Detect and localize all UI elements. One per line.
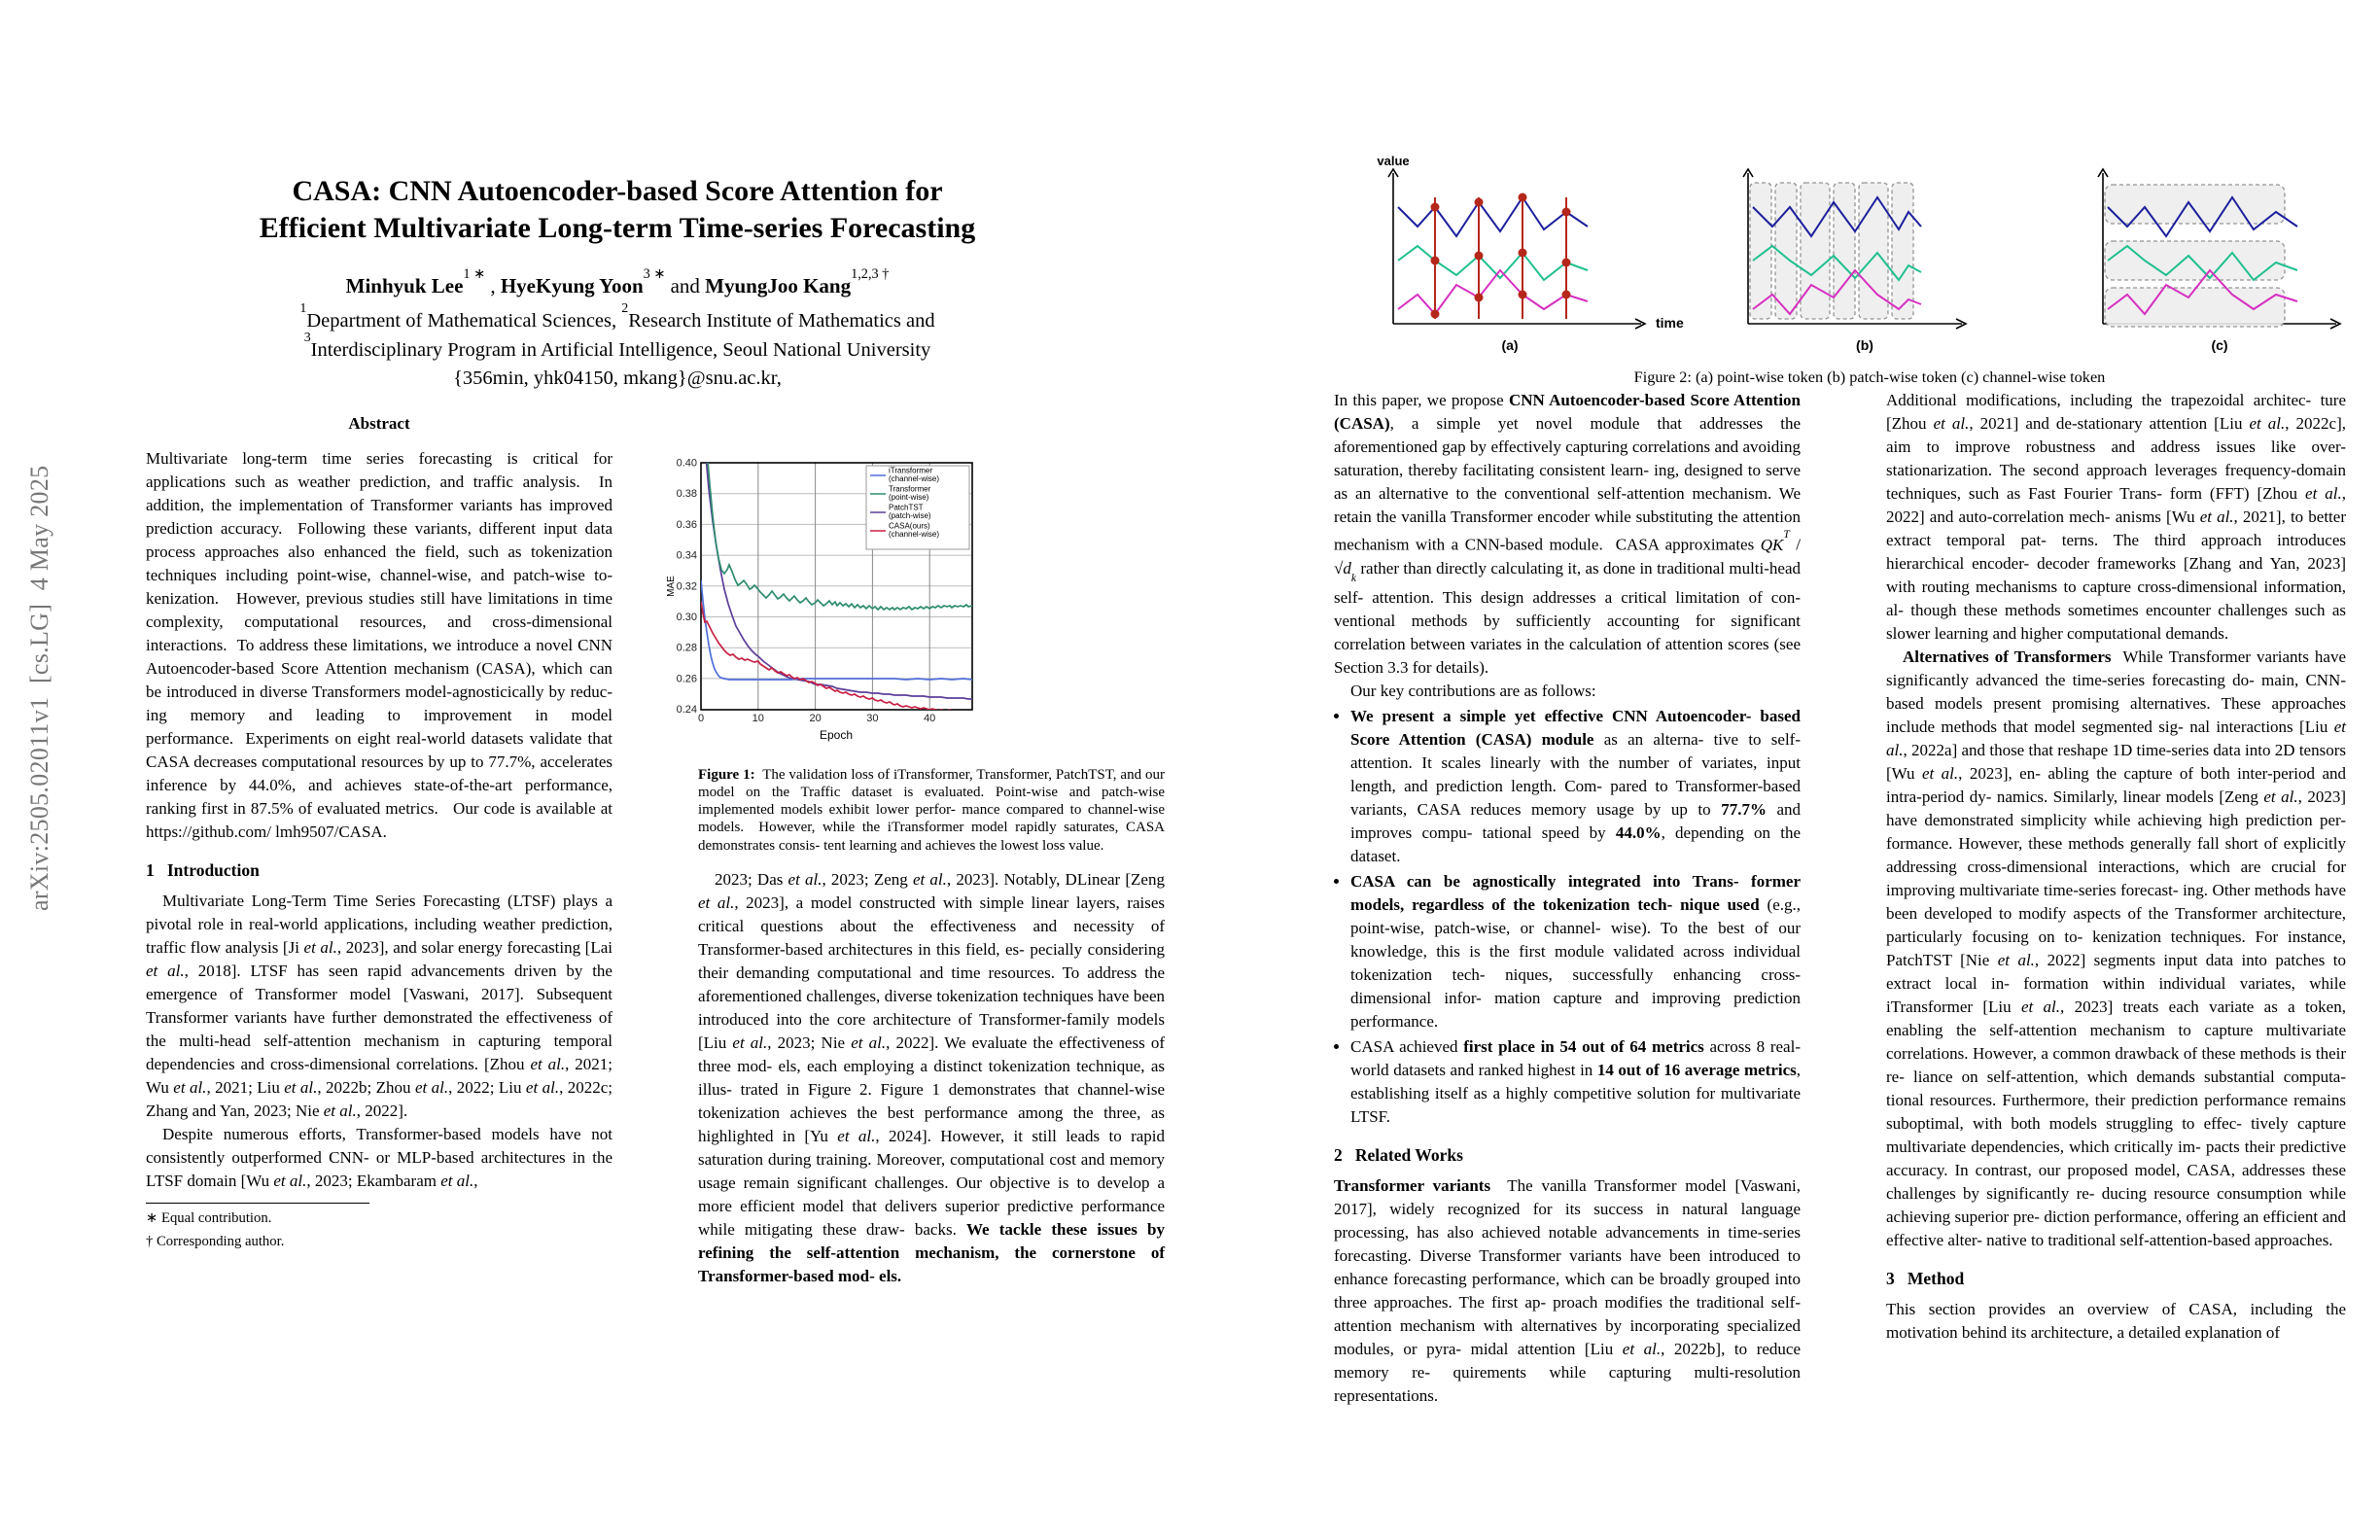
svg-text:time: time [1656, 315, 1684, 331]
svg-text:(c): (c) [2211, 337, 2227, 353]
svg-text:0.28: 0.28 [677, 643, 697, 654]
svg-text:30: 30 [866, 713, 878, 724]
svg-text:(channel-wise): (channel-wise) [889, 530, 939, 539]
svg-text:40: 40 [924, 713, 935, 724]
svg-text:20: 20 [809, 713, 821, 724]
svg-text:value: value [1377, 154, 1409, 168]
svg-text:(point-wise): (point-wise) [889, 493, 929, 502]
svg-text:(a): (a) [1501, 337, 1518, 353]
svg-text:10: 10 [752, 713, 764, 724]
svg-text:(patch-wise): (patch-wise) [889, 511, 931, 520]
svg-text:(channel-wise): (channel-wise) [889, 474, 939, 483]
svg-text:Epoch: Epoch [820, 728, 853, 742]
svg-text:0.34: 0.34 [677, 550, 697, 562]
svg-text:0.40: 0.40 [677, 458, 697, 470]
svg-text:0.24: 0.24 [677, 704, 697, 716]
svg-text:0.36: 0.36 [677, 519, 697, 531]
svg-text:0.38: 0.38 [677, 488, 697, 500]
svg-text:0.30: 0.30 [677, 612, 697, 623]
svg-text:MAE: MAE [666, 576, 677, 597]
svg-text:0: 0 [698, 713, 704, 724]
svg-text:0.32: 0.32 [677, 580, 697, 592]
svg-text:0.26: 0.26 [677, 673, 697, 684]
svg-text:(b): (b) [1856, 337, 1873, 353]
